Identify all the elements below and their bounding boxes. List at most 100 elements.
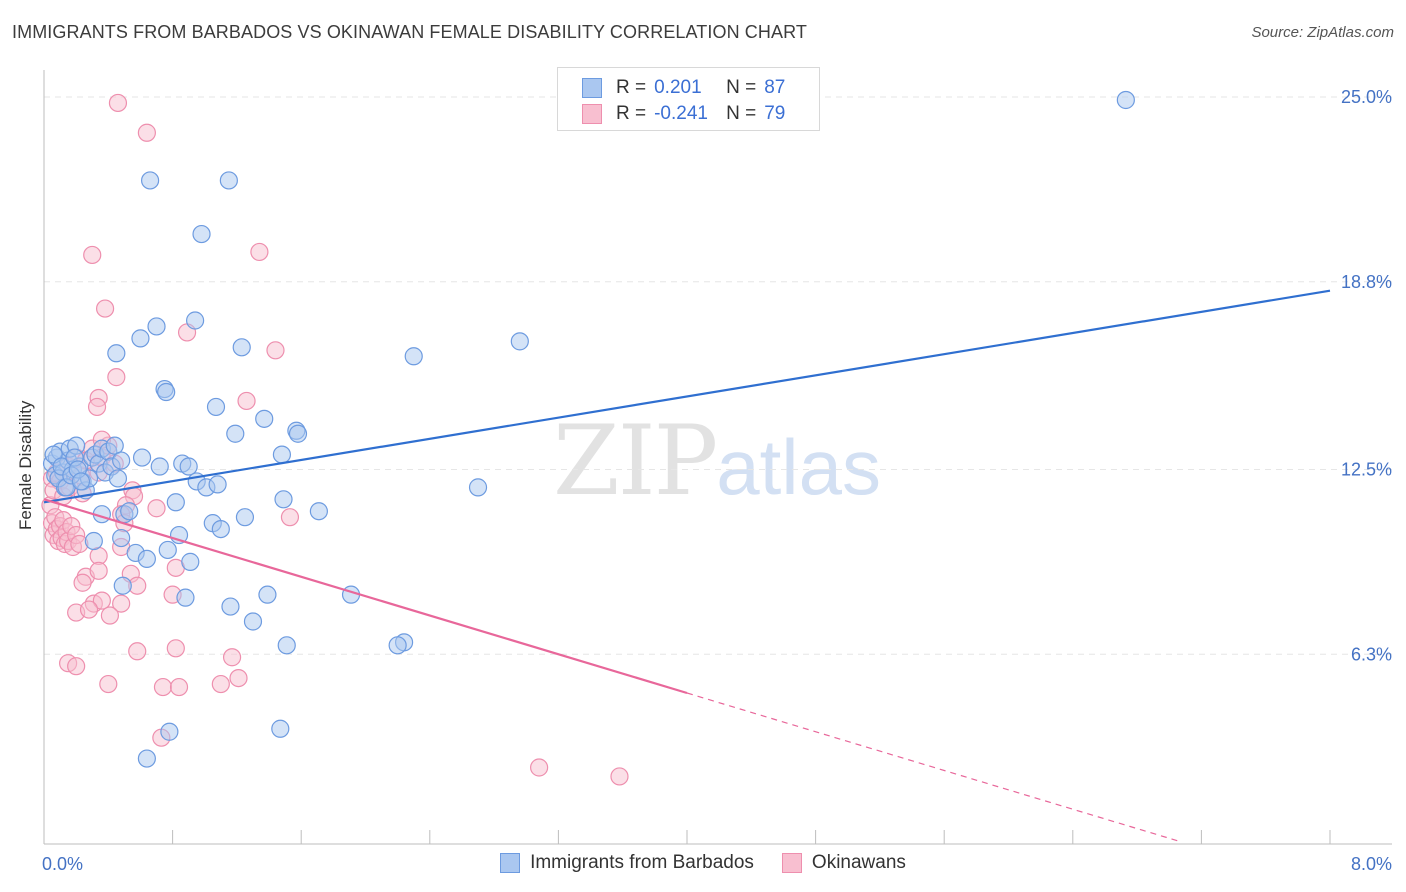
barbados-point bbox=[112, 451, 131, 470]
watermark-atlas: atlas bbox=[716, 423, 881, 511]
r-label: R = bbox=[616, 77, 647, 98]
trend-lines bbox=[43, 289, 1331, 843]
y-tick-label: 25.0% bbox=[1341, 87, 1392, 107]
barbados-point bbox=[150, 457, 169, 476]
legend-item-okinawans[interactable]: Okinawans bbox=[781, 852, 906, 874]
legend-label: Immigrants from Barbados bbox=[530, 852, 754, 873]
barbados-swatch bbox=[582, 78, 602, 98]
okinawans-point bbox=[107, 368, 126, 387]
legend-item-barbados[interactable]: Immigrants from Barbados bbox=[500, 852, 754, 874]
barbados-point bbox=[108, 469, 128, 488]
barbados-point bbox=[179, 457, 198, 476]
barbados-point bbox=[181, 552, 200, 571]
r-value: 0.201 bbox=[654, 77, 702, 98]
okinawans-point bbox=[530, 758, 549, 777]
okinawans-point bbox=[79, 600, 99, 619]
barbados-point bbox=[468, 478, 488, 497]
x-tick-label: 0.0% bbox=[42, 854, 83, 874]
barbados-point bbox=[137, 549, 156, 569]
okinawans-points bbox=[41, 93, 629, 786]
legend-label: Okinawans bbox=[811, 852, 906, 873]
y-tick-label: 18.8% bbox=[1341, 272, 1392, 292]
okinawans-point bbox=[99, 674, 118, 694]
okinawans-point bbox=[128, 642, 147, 661]
okinawans-point bbox=[153, 677, 173, 697]
barbados-point bbox=[113, 576, 132, 595]
barbados-point bbox=[71, 472, 91, 491]
okinawans-trend-line bbox=[43, 498, 688, 695]
okinawans-point bbox=[73, 573, 92, 592]
okinawans-point bbox=[280, 508, 300, 527]
barbados-point bbox=[160, 722, 179, 741]
barbados-point bbox=[158, 540, 177, 560]
okinawans-point bbox=[67, 657, 86, 676]
barbados-point bbox=[132, 448, 152, 467]
barbados-trend-line bbox=[43, 289, 1331, 504]
barbados-point bbox=[221, 597, 240, 616]
okinawans-point bbox=[169, 677, 189, 697]
barbados-point bbox=[84, 531, 103, 551]
n-label: N = bbox=[726, 77, 757, 98]
n-value: 79 bbox=[764, 103, 786, 124]
okinawans-point bbox=[610, 767, 629, 786]
okinawans-point bbox=[266, 341, 285, 360]
barbados-point bbox=[211, 519, 230, 539]
okinawans-point bbox=[237, 391, 256, 411]
barbados-point bbox=[288, 424, 308, 443]
barbados-point bbox=[192, 224, 211, 244]
barbados-point bbox=[272, 445, 292, 464]
okinawans-point bbox=[222, 648, 242, 667]
okinawans-point bbox=[112, 594, 131, 613]
barbados-point bbox=[1116, 90, 1135, 110]
r-value: -0.241 bbox=[654, 103, 708, 124]
okinawans-point bbox=[137, 123, 156, 142]
barbados-point bbox=[309, 502, 328, 521]
barbados-point bbox=[157, 382, 176, 402]
stats-legend: R = 0.201 N = 87 R = -0.241 N = 79 bbox=[557, 67, 820, 131]
okinawans-point bbox=[100, 606, 120, 625]
okinawans-point bbox=[95, 299, 115, 318]
barbados-point bbox=[208, 475, 227, 494]
barbados-point bbox=[277, 636, 296, 655]
okinawans-point bbox=[92, 591, 111, 610]
okinawans-point bbox=[108, 93, 128, 113]
okinawans-swatch bbox=[781, 853, 802, 873]
okinawans-point bbox=[89, 561, 108, 580]
n-label: N = bbox=[726, 103, 757, 124]
barbados-point bbox=[510, 332, 529, 351]
okinawans-point bbox=[211, 674, 230, 694]
okinawans-point bbox=[87, 397, 107, 417]
barbados-point bbox=[271, 719, 290, 738]
okinawans-point bbox=[229, 668, 248, 688]
barbados-point bbox=[147, 317, 166, 336]
watermark: ZIPatlas bbox=[553, 405, 881, 517]
legend-row-barbados: R = 0.201 N = 87 bbox=[582, 75, 785, 101]
barbados-swatch bbox=[500, 853, 521, 873]
barbados-point bbox=[219, 171, 238, 190]
n-value: 87 bbox=[764, 77, 786, 98]
barbados-point bbox=[274, 490, 293, 509]
barbados-point bbox=[404, 347, 423, 366]
okinawans-trend-extension bbox=[686, 692, 1182, 843]
source-label: Source: ZipAtlas.com bbox=[1251, 24, 1394, 41]
barbados-point bbox=[176, 588, 195, 607]
y-tick-label: 6.3% bbox=[1351, 644, 1392, 664]
axes bbox=[43, 70, 1392, 845]
barbados-point bbox=[235, 508, 255, 527]
okinawans-point bbox=[250, 242, 269, 262]
grid-lines bbox=[44, 96, 1392, 655]
okinawans-point bbox=[147, 499, 166, 518]
barbados-point bbox=[112, 528, 131, 548]
barbados-point bbox=[258, 585, 277, 604]
barbados-point bbox=[137, 749, 156, 768]
chart-title: IMMIGRANTS FROM BARBADOS VS OKINAWAN FEM… bbox=[12, 22, 807, 42]
barbados-point bbox=[226, 424, 245, 443]
r-label: R = bbox=[616, 103, 647, 124]
barbados-point bbox=[131, 329, 150, 348]
barbados-point bbox=[255, 409, 274, 428]
barbados-point bbox=[388, 636, 407, 655]
legend-row-okinawans: R = -0.241 N = 79 bbox=[582, 101, 785, 127]
okinawans-point bbox=[83, 245, 102, 265]
y-tick-label: 12.5% bbox=[1341, 460, 1392, 480]
